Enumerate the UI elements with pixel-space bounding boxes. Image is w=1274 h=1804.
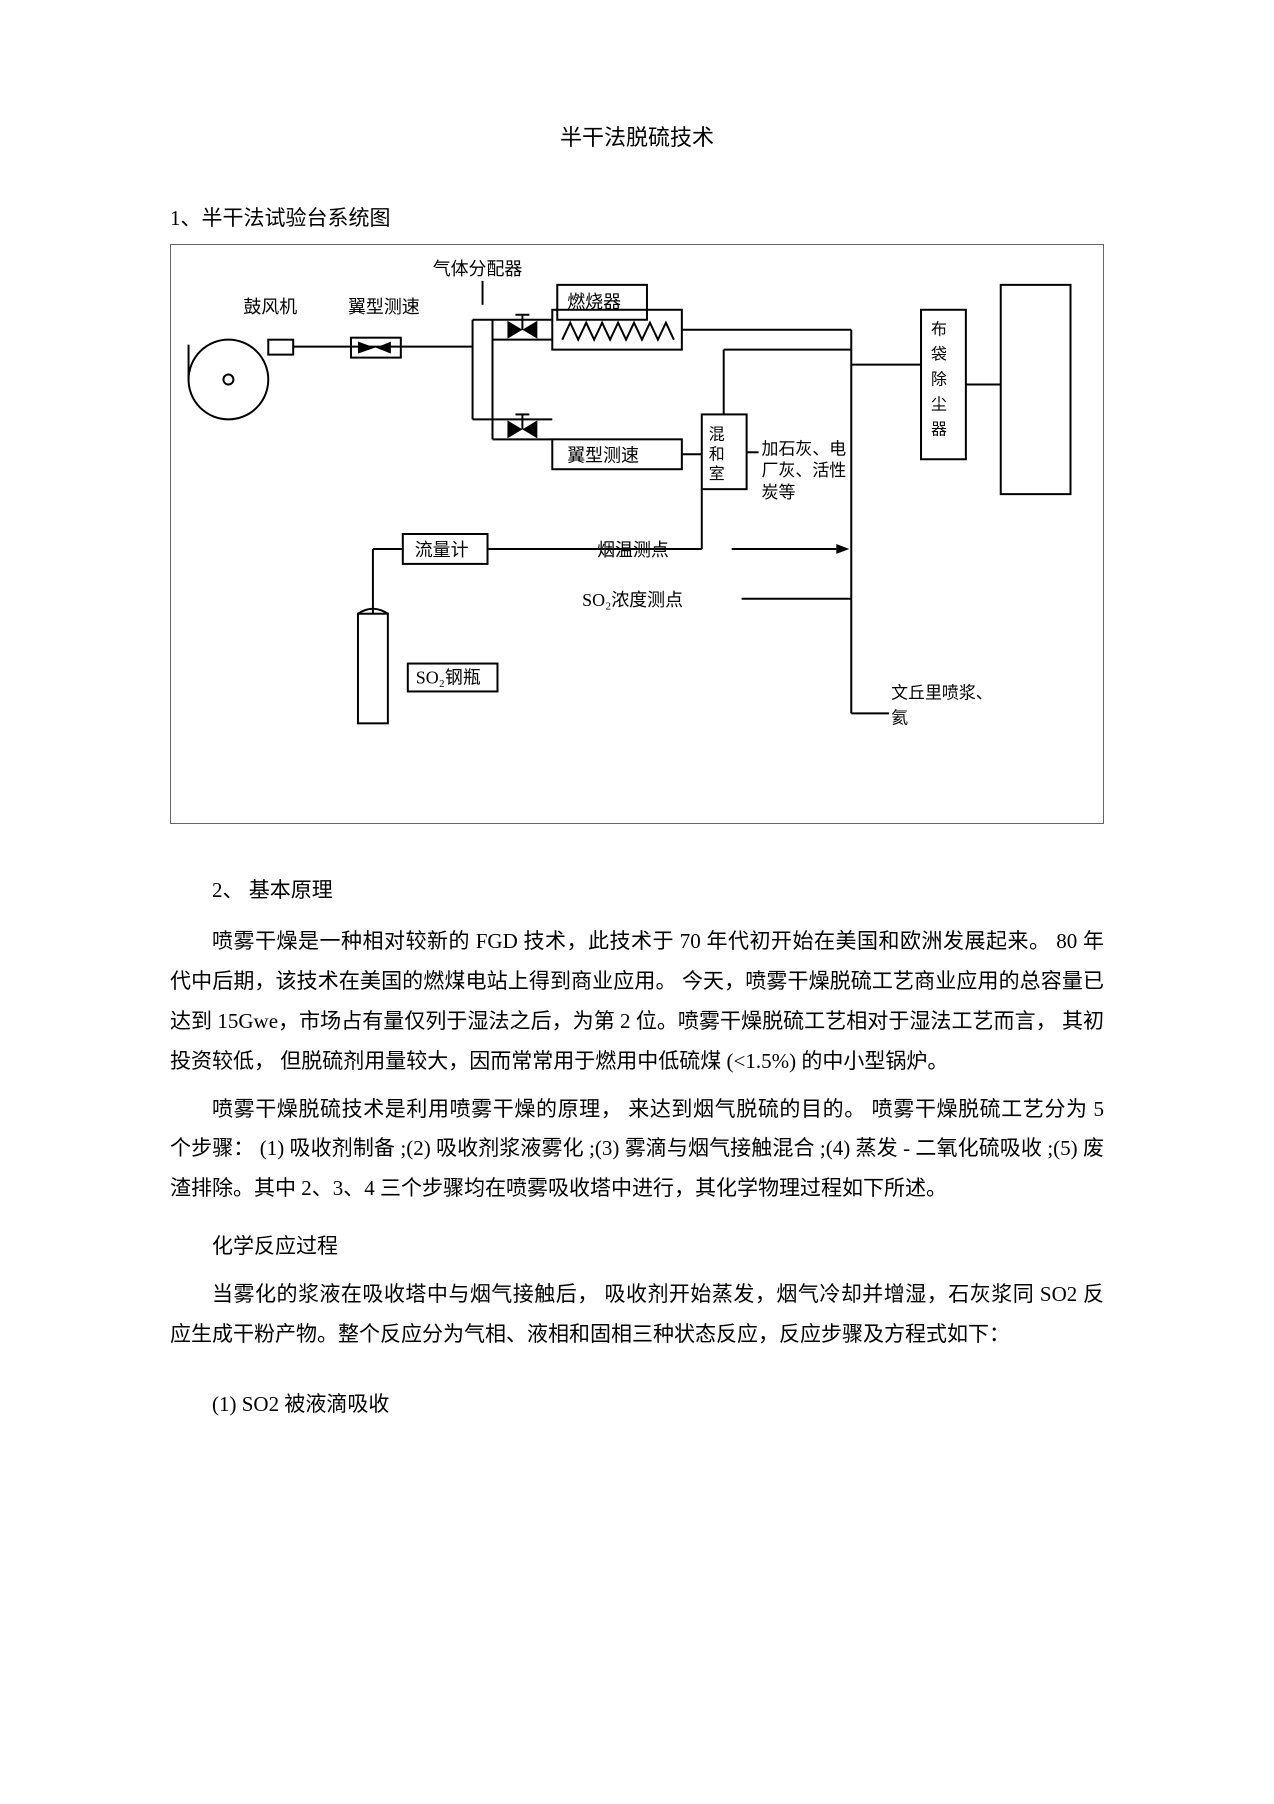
label-flow-meter: 流量计 — [415, 540, 469, 560]
section2-para1: 喷雾干燥是一种相对较新的 FGD 技术，此技术于 70 年代初开始在美国和欧洲发… — [170, 922, 1104, 1082]
label-so2-point: SO₂浓度测点 — [582, 590, 683, 610]
svg-text:器: 器 — [931, 420, 947, 438]
label-mixing-chamber-1: 混 — [709, 425, 725, 443]
svg-text:除: 除 — [931, 371, 947, 389]
label-wing-speed-2: 翼型测速 — [567, 445, 639, 465]
section2-subheading: 化学反应过程 — [170, 1227, 1104, 1267]
section2-para3: 当雾化的浆液在吸收塔中与烟气接触后， 吸收剂开始蒸发，烟气冷却并增湿，石灰浆同 … — [170, 1275, 1104, 1355]
label-so2-cylinder: SO₂钢瓶 — [416, 667, 481, 687]
svg-text:氦: 氦 — [891, 708, 908, 727]
svg-text:和: 和 — [709, 445, 725, 463]
label-venturi-1: 文丘里喷浆、 — [891, 683, 993, 702]
svg-text:室: 室 — [709, 465, 725, 483]
document-title: 半干法脱硫技术 — [170, 120, 1104, 152]
section1-heading: 1、半干法试验台系统图 — [170, 202, 1104, 232]
label-lime-1: 加石灰、电 — [762, 439, 847, 458]
label-blower: 鼓风机 — [243, 297, 297, 317]
label-gas-distributor: 气体分配器 — [433, 259, 523, 279]
section2-heading: 2、 基本原理 — [170, 874, 1104, 904]
label-temp-point: 烟温测点 — [597, 540, 669, 560]
label-bag-filter-1: 布 — [931, 321, 947, 339]
label-wing-speed-1: 翼型测速 — [348, 297, 420, 317]
system-diagram: 气体分配器 鼓风机 翼型测速 燃烧器 — [170, 244, 1104, 824]
section2-para2: 喷雾干燥脱硫技术是利用喷雾干燥的原理， 来达到烟气脱硫的目的。 喷雾干燥脱硫工艺… — [170, 1090, 1104, 1210]
svg-text:袋: 袋 — [931, 346, 947, 364]
equation-heading: (1) SO2 被液滴吸收 — [170, 1385, 1104, 1425]
svg-text:炭等: 炭等 — [762, 483, 796, 502]
svg-text:厂灰、活性: 厂灰、活性 — [762, 461, 847, 480]
svg-text:尘: 尘 — [931, 395, 947, 413]
